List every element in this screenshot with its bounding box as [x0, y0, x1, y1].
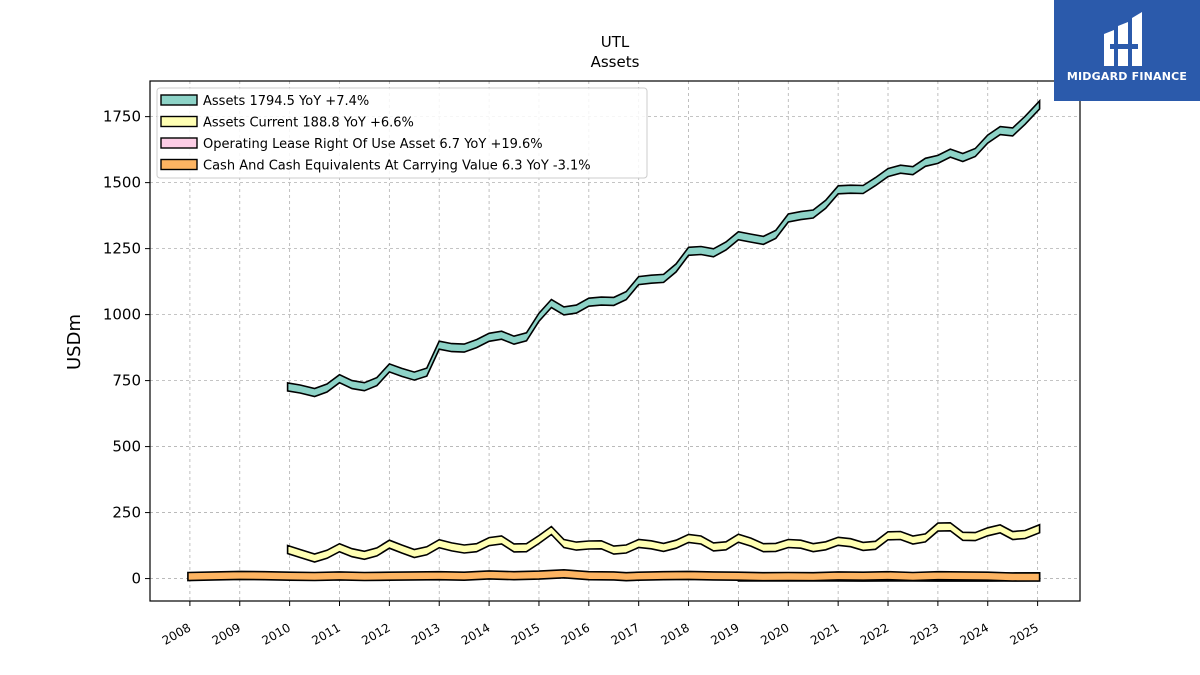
x-tick-label: 2011 — [309, 620, 342, 647]
legend-swatch — [160, 137, 198, 149]
y-tick-label: 1000 — [103, 306, 141, 324]
x-tick-label: 2013 — [409, 620, 442, 647]
x-tick-label: 2010 — [260, 620, 293, 647]
legend-label: Assets 1794.5 YoY +7.4% — [203, 94, 369, 109]
y-tick-label: 1250 — [103, 240, 141, 258]
plot-frame — [149, 80, 1081, 602]
x-tick-label: 2017 — [609, 620, 642, 647]
x-tick-label: 2009 — [210, 620, 243, 647]
x-tick-label: 2019 — [708, 620, 741, 647]
brand-logo: MIDGARD FINANCE — [1054, 0, 1200, 101]
x-tick-label: 2018 — [658, 620, 691, 647]
legend-label: Operating Lease Right Of Use Asset 6.7 Y… — [203, 137, 543, 152]
chart-title: UTL — [601, 33, 630, 51]
series-band-0 — [286, 98, 1041, 398]
legend-box — [156, 87, 648, 179]
chart-subtitle: Assets — [591, 53, 640, 71]
legend-label: Assets Current 188.8 YoY +6.6% — [203, 116, 414, 131]
x-tick-label: 2023 — [908, 620, 941, 647]
y-tick-label: 0 — [131, 570, 141, 588]
x-tick-label: 2012 — [359, 620, 392, 647]
y-axis-label: USDm — [64, 314, 85, 370]
legend-swatch — [160, 94, 198, 106]
x-tick-label: 2016 — [559, 620, 592, 647]
legend-label: Cash And Cash Equivalents At Carrying Va… — [203, 159, 591, 174]
x-tick-label: 2024 — [958, 620, 991, 647]
y-tick-label: 750 — [112, 372, 141, 390]
x-tick-label: 2020 — [758, 620, 791, 647]
y-tick-label: 1500 — [103, 174, 141, 192]
y-tick-label: 250 — [112, 504, 141, 522]
y-axis: 0 250 500 750 1000 1250 1500 1750 — [103, 108, 150, 588]
series-layer — [187, 98, 1041, 582]
x-tick-label: 2014 — [459, 620, 492, 647]
y-tick-label: 1750 — [103, 108, 141, 126]
x-tick-label: 2025 — [1008, 620, 1041, 647]
x-tick-label: 2021 — [808, 620, 841, 647]
series-band-1 — [286, 521, 1041, 563]
x-tick-label: 2015 — [509, 620, 542, 647]
x-axis: 2008 2009 2010 2011 2012 2013 2014 2015 2016 2017… — [160, 601, 1041, 648]
logo-text: MIDGARD FINANCE — [1066, 70, 1188, 83]
y-tick-label: 500 — [112, 438, 141, 456]
x-tick-label: 2022 — [858, 620, 891, 647]
legend-swatch — [160, 115, 198, 128]
legend-swatch — [160, 158, 198, 171]
series-band-3 — [187, 568, 1041, 582]
logo-mark-icon — [1104, 12, 1142, 66]
legend: Assets 1794.5 YoY +7.4% Assets Current 18… — [156, 87, 648, 179]
x-tick-label: 2008 — [160, 620, 193, 647]
